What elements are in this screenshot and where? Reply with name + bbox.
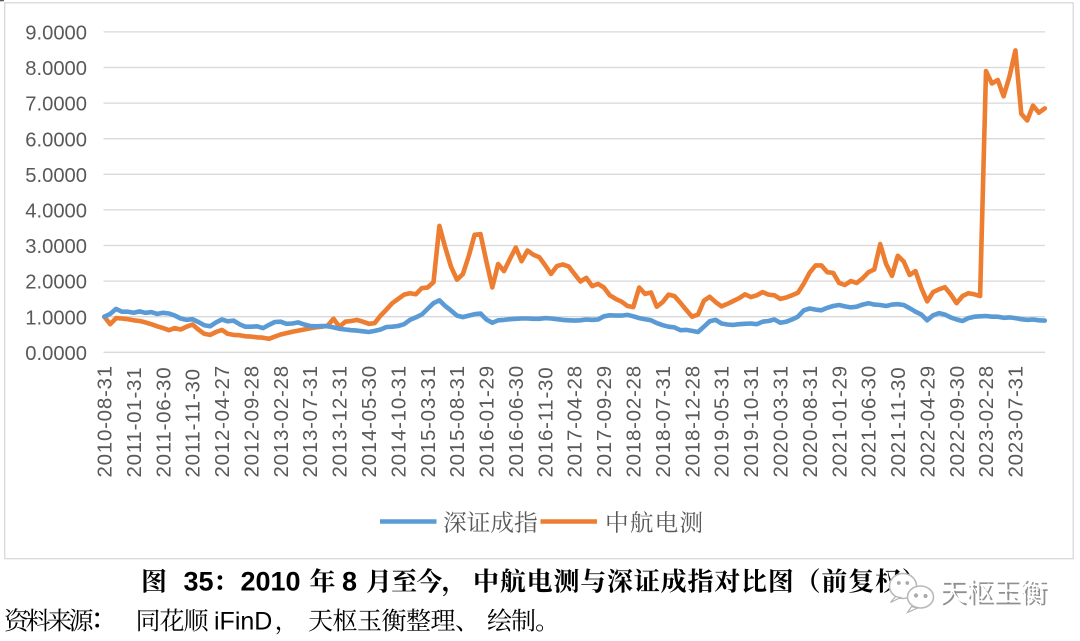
svg-text:2018-12-28: 2018-12-28 — [681, 365, 704, 477]
svg-text:2011-11-30: 2011-11-30 — [182, 368, 205, 477]
svg-text:9.0000: 9.0000 — [25, 23, 87, 45]
svg-text:2015-08-31: 2015-08-31 — [446, 365, 469, 477]
svg-text:2016-01-29: 2016-01-29 — [476, 365, 499, 477]
svg-text:5.0000: 5.0000 — [25, 165, 87, 187]
svg-text:2021-11-30: 2021-11-30 — [887, 367, 910, 478]
svg-text:2013-12-31: 2013-12-31 — [329, 365, 352, 477]
svg-text:8.0000: 8.0000 — [25, 58, 87, 80]
svg-text:1.0000: 1.0000 — [25, 307, 87, 329]
svg-text:iFinD: iFinD — [214, 608, 272, 636]
svg-text:2014-10-31: 2014-10-31 — [387, 365, 410, 477]
svg-text:35: 35 — [184, 567, 214, 597]
svg-text:2017-09-29: 2017-09-29 — [593, 365, 616, 477]
svg-text:7.0000: 7.0000 — [25, 94, 87, 116]
svg-text:2011-06-30: 2011-06-30 — [152, 367, 175, 478]
svg-text:2016-06-30: 2016-06-30 — [505, 365, 528, 477]
svg-text:2018-07-31: 2018-07-31 — [652, 365, 675, 477]
svg-text:2019-05-31: 2019-05-31 — [711, 365, 734, 477]
svg-text:2018-02-28: 2018-02-28 — [623, 365, 646, 477]
svg-text:2021-01-29: 2021-01-29 — [828, 365, 851, 477]
svg-text:3.0000: 3.0000 — [25, 236, 87, 258]
svg-text:2014-05-30: 2014-05-30 — [358, 365, 381, 477]
svg-text:2010: 2010 — [241, 567, 301, 597]
svg-text:2011-01-31: 2011-01-31 — [123, 367, 146, 478]
svg-text:2020-08-31: 2020-08-31 — [799, 365, 822, 477]
svg-text:2019-10-31: 2019-10-31 — [740, 365, 763, 477]
svg-text:2012-04-27: 2012-04-27 — [211, 365, 234, 477]
svg-text:2022-09-30: 2022-09-30 — [946, 365, 969, 477]
svg-text:2023-07-31: 2023-07-31 — [1005, 365, 1028, 477]
svg-text:2012-09-28: 2012-09-28 — [241, 365, 264, 477]
svg-text:0.0000: 0.0000 — [25, 343, 87, 365]
svg-text:6.0000: 6.0000 — [25, 129, 87, 151]
svg-text:2021-06-30: 2021-06-30 — [858, 365, 881, 477]
svg-text:2016-11-30: 2016-11-30 — [534, 367, 557, 478]
svg-text:2013-02-28: 2013-02-28 — [270, 365, 293, 477]
svg-text:4.0000: 4.0000 — [25, 201, 87, 223]
svg-text:2013-07-31: 2013-07-31 — [299, 365, 322, 477]
svg-text:2023-02-28: 2023-02-28 — [975, 365, 998, 477]
svg-text:2020-03-31: 2020-03-31 — [770, 365, 793, 477]
svg-text:2015-03-31: 2015-03-31 — [417, 365, 440, 477]
svg-text:8: 8 — [342, 567, 357, 597]
svg-text:2022-04-29: 2022-04-29 — [916, 365, 939, 477]
svg-text:2010-08-31: 2010-08-31 — [94, 365, 117, 477]
svg-text:2017-04-28: 2017-04-28 — [564, 365, 587, 477]
svg-text:2.0000: 2.0000 — [25, 272, 87, 294]
